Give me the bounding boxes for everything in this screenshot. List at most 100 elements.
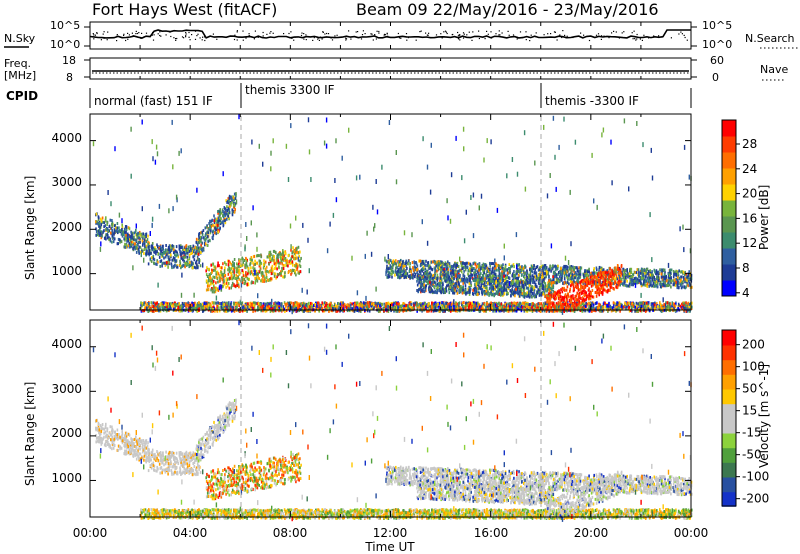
power-point (677, 286, 680, 290)
power-point (498, 273, 501, 277)
power-point (243, 282, 246, 286)
power-point (208, 267, 210, 271)
noise-search-dot (196, 35, 198, 37)
power-point (543, 287, 545, 291)
noise-search-dot (236, 39, 238, 41)
power-point (535, 274, 538, 278)
power-point (504, 274, 507, 278)
power-point (626, 279, 628, 283)
power-point (287, 264, 289, 268)
noise-search-dot (248, 33, 250, 35)
power-point (289, 259, 291, 263)
power-point (216, 223, 219, 227)
noise-search-dot (357, 31, 359, 33)
power-point (207, 288, 210, 292)
power-point (208, 238, 211, 242)
power-point (439, 279, 441, 283)
power-point (231, 199, 233, 203)
noise-search-dot (194, 38, 197, 40)
power-point (516, 264, 519, 268)
power-point (135, 250, 138, 254)
power-point (519, 270, 521, 274)
power-point (204, 234, 207, 238)
noise-search-dot (123, 34, 125, 36)
power-point (230, 274, 233, 278)
power-point (423, 271, 425, 275)
power-point (173, 257, 176, 261)
power-point (198, 241, 200, 244)
power-point (522, 289, 525, 293)
power-point (552, 289, 555, 293)
power-point (133, 242, 135, 246)
power-point (159, 252, 161, 256)
power-point (210, 272, 212, 275)
power-point (130, 230, 132, 234)
power-point (577, 279, 579, 283)
power-point (452, 269, 454, 273)
power-point (139, 240, 141, 244)
power-point (522, 268, 525, 272)
power-point (467, 272, 469, 276)
freq-tick-bottom: 8 (66, 71, 73, 84)
power-point (407, 262, 409, 266)
power-point (290, 272, 292, 276)
power-point (204, 226, 207, 230)
power-point (268, 262, 270, 266)
power-point (568, 282, 570, 286)
power-point (484, 266, 487, 270)
noise-search-dot (378, 30, 380, 33)
power-point (501, 266, 503, 270)
power-point (506, 283, 509, 287)
power-point (447, 283, 450, 287)
power-point (481, 278, 484, 282)
power-point (227, 263, 230, 267)
power-point (613, 276, 616, 280)
power-point (421, 267, 424, 271)
power-point (282, 267, 285, 270)
noise-search-dot (120, 36, 122, 38)
power-point (109, 239, 112, 243)
power-point (662, 275, 665, 279)
power-point (405, 269, 407, 273)
power-point (606, 269, 609, 273)
power-point (424, 272, 426, 275)
power-point (279, 255, 282, 259)
power-point (214, 268, 217, 272)
power-point (157, 245, 159, 248)
power-point (474, 279, 476, 283)
power-point (100, 236, 103, 240)
power-point (442, 268, 444, 272)
power-point (434, 269, 436, 273)
power-point (236, 267, 238, 271)
power-point (483, 263, 485, 267)
power-point (408, 274, 411, 278)
nave-tick-bottom: 0 (712, 71, 719, 84)
noise-search-dot (175, 39, 177, 41)
power-point (528, 278, 531, 282)
power-point (508, 268, 511, 272)
power-point (544, 284, 547, 288)
power-point (560, 276, 563, 280)
power-point (187, 248, 189, 252)
power-point (663, 276, 666, 280)
power-point (443, 268, 446, 271)
power-point (274, 272, 276, 276)
freq-label-line1: Freq. (4, 57, 31, 70)
power-point (683, 273, 686, 277)
power-point (399, 263, 402, 267)
power-point (643, 280, 645, 284)
noise-search-dot (204, 39, 206, 42)
power-point (424, 267, 427, 271)
noise-search-dot (636, 33, 638, 36)
power-point (492, 292, 494, 296)
power-point (413, 271, 416, 275)
power-point (187, 245, 190, 249)
power-point (106, 227, 109, 231)
power-point (521, 284, 524, 288)
noise-search-dot (116, 34, 118, 36)
power-point (458, 276, 461, 280)
power-point (552, 286, 555, 290)
noise-search-dot (615, 31, 617, 33)
noise-search-dot (484, 38, 486, 40)
power-point (162, 247, 164, 251)
